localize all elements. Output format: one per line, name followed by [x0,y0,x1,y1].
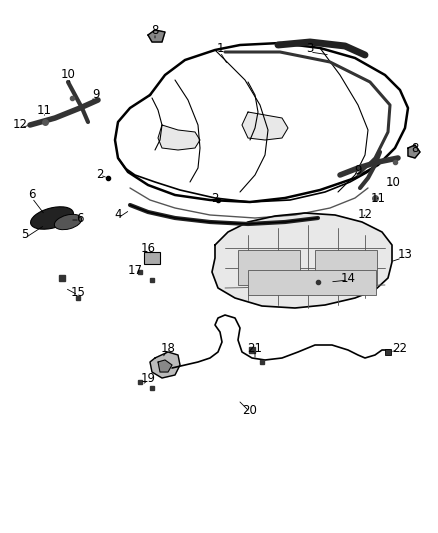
Text: 10: 10 [385,176,400,190]
Text: 15: 15 [71,286,85,298]
Polygon shape [148,30,165,42]
Text: 16: 16 [141,241,155,254]
Polygon shape [158,360,172,372]
Text: 9: 9 [354,164,362,176]
Polygon shape [242,112,288,140]
Bar [144,252,160,264]
Text: 11: 11 [371,191,385,205]
Polygon shape [158,125,200,150]
Text: 10: 10 [60,69,75,82]
Text: 4: 4 [114,208,122,222]
Text: 9: 9 [92,88,100,101]
Text: 21: 21 [247,342,262,354]
Bar [248,270,376,295]
Polygon shape [408,145,420,158]
Ellipse shape [54,214,81,230]
Polygon shape [115,43,408,202]
Text: 13: 13 [398,248,413,262]
Bar [315,250,377,285]
Text: 6: 6 [76,212,84,224]
Text: 19: 19 [141,372,155,384]
Text: 12: 12 [13,118,28,132]
Text: 20: 20 [243,403,258,416]
Bar [238,250,300,285]
Text: 11: 11 [36,103,52,117]
Text: 14: 14 [340,271,356,285]
Text: 3: 3 [306,42,314,54]
Text: 8: 8 [151,23,159,36]
Text: 6: 6 [28,189,36,201]
Polygon shape [212,213,392,308]
Text: 8: 8 [411,141,419,155]
Ellipse shape [31,207,74,229]
Polygon shape [150,352,180,378]
Text: 1: 1 [216,42,224,54]
Text: 17: 17 [127,263,142,277]
Text: 5: 5 [21,229,28,241]
Text: 22: 22 [392,342,407,354]
Text: 12: 12 [357,208,372,222]
Text: 2: 2 [211,191,219,205]
Text: 18: 18 [161,342,176,354]
Text: 2: 2 [96,168,104,182]
